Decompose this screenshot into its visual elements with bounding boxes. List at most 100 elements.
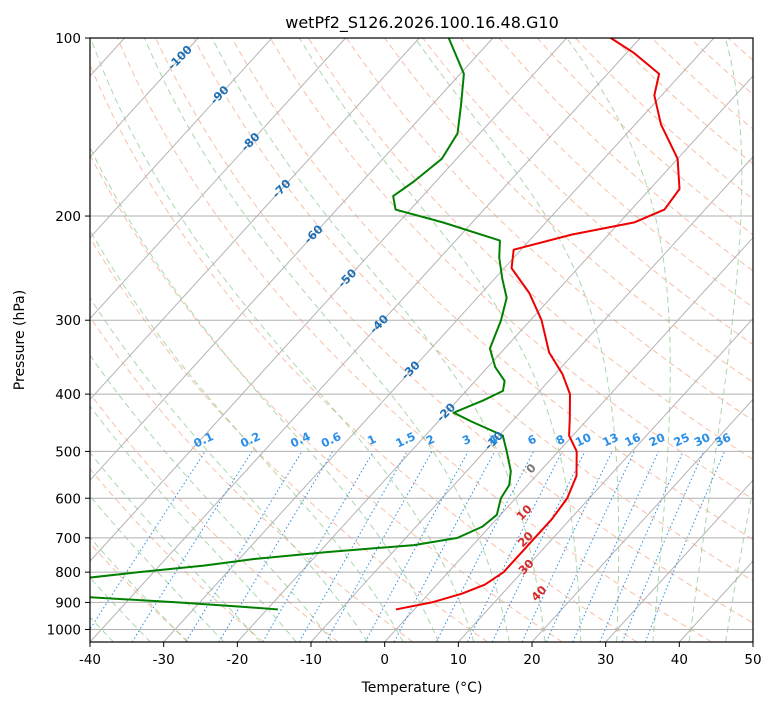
isotherm-line (90, 38, 273, 239)
mixing-ratio-line (599, 451, 684, 642)
moist-adiabat-line (299, 38, 582, 642)
mixing-ratio-label: 0.6 (319, 429, 343, 450)
dry-adiabat-line (90, 392, 339, 642)
mixing-ratio-line (90, 451, 206, 631)
temperature-profile-line (395, 38, 681, 611)
isotherm-line (384, 236, 753, 642)
mixing-ratio-label: 1 (365, 432, 378, 448)
dry-adiabat-line (269, 38, 753, 500)
y-tick-label: 500 (55, 444, 81, 460)
dry-adiabat-line (346, 38, 753, 422)
dry-adiabat-line (155, 38, 753, 624)
moist-adiabat-label: 40 (528, 583, 549, 604)
dry-adiabat-line (575, 38, 753, 200)
dry-adiabat-line (689, 38, 753, 96)
x-tick-label: -20 (226, 652, 248, 668)
mixing-ratio-label: 2 (424, 432, 437, 448)
mixing-ratio-label: 0.2 (238, 429, 262, 450)
dry-adiabat-line (90, 542, 190, 642)
dry-adiabat-line (90, 153, 563, 642)
moist-adiabat-label: 20 (515, 529, 536, 550)
x-axis-label: Temperature (°C) (361, 680, 483, 696)
dry-adiabat-line (90, 236, 488, 642)
y-axis-label: Pressure (hPa) (12, 290, 28, 390)
mixing-ratio-label: 0.4 (288, 429, 312, 450)
mixing-ratio-label: 25 (671, 430, 691, 449)
dry-adiabat-line (90, 468, 264, 642)
mixing-ratio-label: 36 (713, 430, 733, 449)
isotherm-line (90, 38, 199, 158)
isotherm-line (90, 38, 494, 482)
moist-adiabat-line (90, 38, 475, 642)
moist-adiabat-label: 10 (514, 502, 535, 523)
profiles (90, 38, 681, 611)
isotherm-line (752, 641, 753, 642)
x-tick-label: 0 (380, 652, 389, 668)
x-tick-label: 50 (744, 652, 761, 668)
y-tick-label: 800 (55, 565, 81, 581)
mixing-ratio-label: 1.5 (393, 429, 417, 450)
x-tick-label: 40 (671, 652, 688, 668)
mixing-ratio-line (364, 451, 469, 642)
x-tick-label: 10 (450, 652, 467, 668)
isotherm-line (90, 38, 346, 320)
mixing-ratio-label: 3 (460, 432, 473, 448)
dry-adiabat-line (460, 38, 753, 309)
background-lines (90, 38, 753, 642)
x-tick-label: -40 (79, 652, 101, 668)
moist-adiabat-line (90, 354, 333, 642)
mixing-ratio-line (572, 451, 660, 642)
isotherm-line (90, 38, 420, 401)
dry-adiabat-line (193, 38, 753, 582)
isotherm-line (457, 317, 753, 642)
mixing-ratio-line (644, 451, 725, 642)
moist-adiabat-line (414, 38, 620, 642)
moist-adiabat-line (90, 146, 439, 642)
y-tick-label: 300 (55, 313, 81, 329)
x-tick-label: 30 (597, 652, 614, 668)
y-tick-label: 100 (55, 31, 81, 47)
mixing-ratio-line (491, 451, 586, 642)
isotherm-line (90, 38, 567, 562)
mixing-ratio-label: 16 (622, 430, 642, 449)
moist-adiabat-line (566, 38, 671, 642)
mixing-ratio-line (262, 451, 374, 642)
y-axis-ticks: 100 200 300 400 500 600 700 800 900 1000 (47, 31, 90, 638)
moist-adiabat-line (725, 486, 753, 642)
isotherm-line (163, 38, 715, 642)
y-tick-label: 400 (55, 387, 81, 403)
y-tick-label: 1000 (47, 622, 81, 638)
dry-adiabat-line (90, 63, 638, 642)
isotherm-line (236, 75, 753, 642)
moist-adiabat-line (144, 38, 510, 642)
mixing-ratio-line (393, 451, 496, 642)
mixing-ratio-line (467, 451, 563, 642)
isotherm-line (605, 479, 753, 642)
moist-adiabat-line (90, 405, 297, 642)
mixing-ratio-line (185, 451, 303, 642)
dry-adiabat-line (384, 38, 753, 383)
dry-adiabat-line (90, 316, 414, 642)
line-labels: -100-90-80-70-60-50-40-30-20-10010203040… (165, 42, 733, 604)
mixing-ratio-label: 0.1 (191, 429, 215, 450)
dry-adiabat-line (117, 38, 712, 642)
y-tick-label: 900 (55, 595, 81, 611)
mixing-ratio-line (218, 451, 334, 642)
mixing-ratio-line (521, 451, 613, 642)
moist-adiabat-line (90, 229, 404, 642)
isotherm-line (90, 38, 641, 642)
isotherm-line (531, 398, 753, 642)
x-tick-label: 20 (523, 652, 540, 668)
mixing-ratio-line (325, 451, 433, 642)
mixing-ratio-line (298, 451, 408, 642)
mixing-ratio-label: 10 (573, 430, 593, 449)
x-tick-label: -10 (300, 652, 322, 668)
mixing-ratio-line (435, 451, 535, 642)
mixing-ratio-line (621, 451, 705, 642)
chart-title: wetPf2_S126.2026.100.16.48.G10 (285, 13, 559, 33)
mixing-ratio-label: 30 (692, 430, 712, 449)
moist-adiabat-label: 0 (523, 461, 539, 477)
mixing-ratio-label: 8 (554, 432, 567, 448)
x-tick-label: -30 (153, 652, 175, 668)
